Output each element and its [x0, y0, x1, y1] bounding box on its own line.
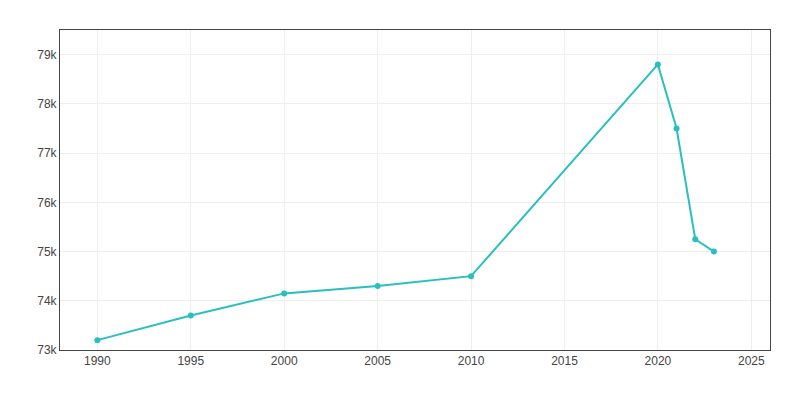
svg-text:2005: 2005 — [364, 354, 391, 368]
svg-text:74k: 74k — [37, 294, 57, 308]
svg-text:2010: 2010 — [458, 354, 485, 368]
svg-text:78k: 78k — [37, 97, 57, 111]
svg-text:2025: 2025 — [738, 354, 765, 368]
svg-text:73k: 73k — [37, 343, 57, 357]
svg-text:2000: 2000 — [271, 354, 298, 368]
svg-text:1995: 1995 — [177, 354, 204, 368]
svg-text:2015: 2015 — [551, 354, 578, 368]
svg-text:77k: 77k — [37, 146, 57, 160]
svg-text:75k: 75k — [37, 245, 57, 259]
svg-text:1990: 1990 — [84, 354, 111, 368]
svg-text:79k: 79k — [37, 48, 57, 62]
svg-text:76k: 76k — [37, 196, 57, 210]
svg-text:2020: 2020 — [645, 354, 672, 368]
